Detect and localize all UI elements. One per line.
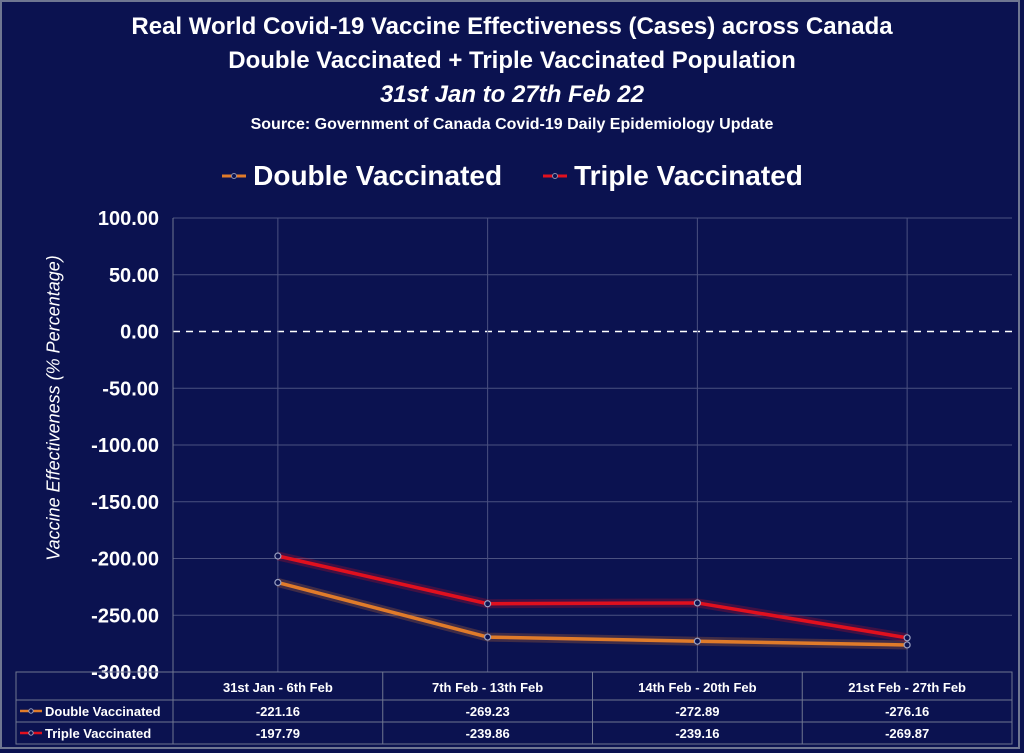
table-series-name: Double Vaccinated — [45, 704, 161, 719]
legend-marker-double — [222, 173, 247, 179]
table-legend-marker — [28, 708, 34, 714]
table-row: Double Vaccinated -221.16 -269.23 -272.89 -2… — [20, 704, 929, 719]
series-point-1 — [484, 600, 492, 608]
legend-item-double: Double Vaccinated — [221, 160, 502, 192]
chart-source: Source: Government of Canada Covid-19 Da… — [250, 116, 774, 133]
title-block: Real World Covid-19 Vaccine Effectivenes… — [0, 10, 1024, 136]
y-tick-label: 50.00 — [109, 265, 159, 287]
table-row: Triple Vaccinated -197.79 -239.86 -239.16 -2… — [20, 726, 929, 741]
x-category-label: 7th Feb - 13th Feb — [432, 680, 543, 695]
series-point-1 — [903, 634, 911, 642]
legend-item-triple: Triple Vaccinated — [542, 160, 803, 192]
x-category-label: 14th Feb - 20th Feb — [638, 680, 757, 695]
legend-label-triple: Triple Vaccinated — [574, 160, 803, 191]
table-value: -239.16 — [675, 726, 719, 741]
legend-label-double: Double Vaccinated — [253, 160, 503, 191]
series-glow-0 — [276, 578, 908, 650]
y-tick-label: -300.00 — [91, 662, 159, 684]
table-value: -269.23 — [466, 704, 510, 719]
data-table: 31st Jan - 6th Feb 7th Feb - 13th Feb 14th… — [15, 671, 1013, 745]
chart-subtitle: Double Vaccinated + Triple Vaccinated Po… — [228, 47, 796, 74]
table-value: -276.16 — [885, 704, 929, 719]
y-tick-label: -200.00 — [91, 549, 159, 571]
series-point-0 — [903, 641, 911, 649]
y-tick-label: -100.00 — [91, 435, 159, 457]
x-category-label: 21st Feb - 27th Feb — [848, 680, 966, 695]
chart-title: Real World Covid-19 Vaccine Effectivenes… — [131, 13, 893, 40]
table-series-name: Triple Vaccinated — [45, 726, 151, 741]
table-value: -197.79 — [256, 726, 300, 741]
series-lines — [274, 551, 911, 650]
y-tick-label: -50.00 — [102, 378, 159, 400]
y-tick-label: 0.00 — [120, 322, 159, 344]
table-value: -269.87 — [885, 726, 929, 741]
series-point-0 — [484, 633, 492, 641]
y-ticks: 100.00 50.00 0.00 -50.00 -100.00 -150.00 -200.… — [91, 208, 159, 684]
legend: Double Vaccinated Triple Vaccinated — [0, 158, 1024, 194]
y-tick-label: 100.00 — [98, 208, 159, 230]
series-line-0 — [277, 580, 908, 647]
table-border — [15, 671, 1013, 745]
chart-date-range: 31st Jan to 27th Feb 22 — [379, 81, 645, 108]
table-value: -239.86 — [466, 726, 510, 741]
series-point-0 — [274, 578, 282, 587]
series-line-1 — [277, 554, 908, 640]
series-point-0 — [693, 637, 701, 645]
table-value: -221.16 — [256, 704, 300, 719]
table-legend-marker — [28, 730, 34, 736]
series-glow-1 — [276, 551, 908, 643]
series-point-1 — [274, 552, 282, 560]
legend-marker-triple — [543, 173, 568, 179]
y-tick-label: -250.00 — [91, 605, 159, 627]
x-category-label: 31st Jan - 6th Feb — [223, 680, 333, 695]
table-value: -272.89 — [675, 704, 719, 719]
y-tick-label: -150.00 — [91, 492, 159, 514]
series-point-1 — [693, 599, 701, 607]
